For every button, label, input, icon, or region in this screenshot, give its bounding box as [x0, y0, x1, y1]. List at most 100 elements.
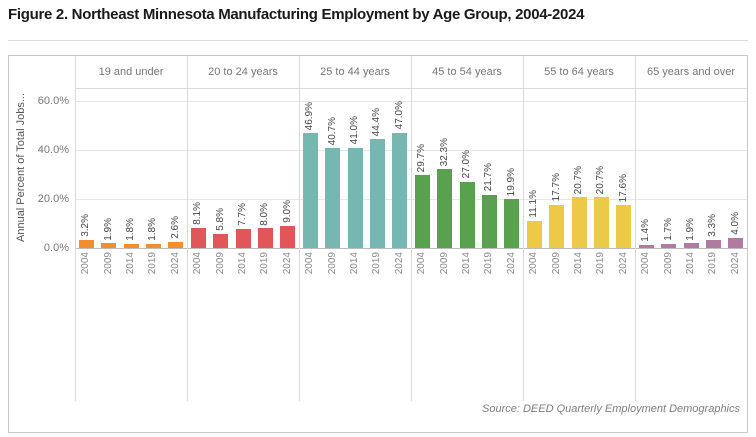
bar-value-label: 17.7% — [550, 173, 562, 202]
bar-slot: 8.1% — [187, 88, 209, 248]
x-tick-label: 2004 — [640, 252, 652, 275]
bar — [437, 168, 453, 248]
bar-slot: 1.4% — [635, 88, 657, 248]
year-slot: 2009 — [321, 248, 343, 286]
bar-slot: 44.4% — [366, 88, 388, 248]
pane-year-axis: 2004 2009 2014 2019 2024 — [523, 248, 635, 286]
bar-slot: 20.7% — [568, 88, 590, 248]
year-slot: 2024 — [277, 248, 299, 286]
x-tick-label: 2014 — [461, 252, 473, 275]
year-slot: 2014 — [232, 248, 254, 286]
bar-value-label: 41.0% — [349, 116, 361, 145]
x-tick-label: 2009 — [550, 252, 562, 275]
bar-value-label: 32.3% — [438, 137, 450, 166]
bar — [213, 233, 229, 248]
bar-value-label: 29.7% — [416, 143, 428, 173]
bar — [414, 175, 430, 248]
year-slot: 2019 — [254, 248, 276, 286]
bar-value-label: 40.7% — [326, 116, 338, 146]
bar — [369, 139, 385, 248]
bar-value-label: 3.2% — [80, 214, 92, 238]
bar — [504, 199, 520, 248]
bar — [123, 243, 139, 248]
x-tick-label: 2014 — [685, 252, 697, 275]
year-slot: 2024 — [613, 248, 635, 286]
title-divider — [8, 40, 748, 41]
year-slot: 2024 — [165, 248, 187, 286]
bar-slot: 17.6% — [613, 88, 635, 248]
bar — [728, 238, 744, 248]
bar — [235, 229, 251, 248]
year-slot: 2019 — [590, 248, 612, 286]
pane-header-55-to-64-years: 55 to 64 years — [544, 66, 614, 78]
pane-separator — [523, 56, 524, 401]
bar-slot: 17.7% — [545, 88, 567, 248]
bar-value-label: 2.6% — [169, 215, 181, 239]
bar-slot: 20.7% — [590, 88, 612, 248]
year-slot: 2004 — [299, 248, 321, 286]
bar-slot: 8.0% — [254, 88, 276, 248]
year-slot: 2009 — [433, 248, 455, 286]
bar-slot: 3.2% — [75, 88, 97, 248]
bar — [705, 239, 721, 248]
year-slot: 2019 — [702, 248, 724, 286]
pane-header-20-to-24-years: 20 to 24 years — [208, 66, 278, 78]
bar-value-label: 21.7% — [483, 163, 495, 192]
bar — [616, 204, 632, 248]
pane-19-and-under: 3.2% 1.9% 1.8% 1.8% 2.6% — [75, 88, 187, 248]
x-tick-label: 2019 — [259, 252, 271, 275]
bar-slot: 1.9% — [97, 88, 119, 248]
pane-20-to-24-years: 8.1% 5.8% 7.7% 8.0% 9.0% — [187, 88, 299, 248]
pane-year-axis: 2004 2009 2014 2019 2024 — [299, 248, 411, 286]
bar — [593, 197, 609, 248]
bar-slot: 9.0% — [277, 88, 299, 248]
x-tick-label: 2019 — [595, 252, 607, 275]
x-tick-label: 2004 — [304, 252, 316, 275]
bar — [145, 243, 161, 248]
bar-value-label: 20.7% — [573, 165, 585, 195]
bar-slot: 1.7% — [657, 88, 679, 248]
x-tick-label: 2004 — [416, 252, 428, 275]
pane-header-65-years-and-over: 65 years and over — [646, 66, 736, 78]
bar-slot: 29.7% — [411, 88, 433, 248]
bar — [325, 148, 341, 248]
x-tick-label: 2004 — [192, 252, 204, 275]
bar — [481, 194, 497, 248]
year-slot: 2004 — [75, 248, 97, 286]
x-tick-label: 2004 — [528, 252, 540, 275]
year-slot: 2009 — [209, 248, 231, 286]
pane-65-years-and-over: 1.4% 1.7% 1.9% 3.3% 4.0% — [635, 88, 747, 248]
bar-value-label: 1.4% — [640, 218, 652, 242]
x-tick-label: 2024 — [729, 252, 741, 275]
bar — [549, 204, 565, 248]
x-tick-label: 2014 — [237, 252, 249, 275]
pane-header-19-and-under: 19 and under — [98, 66, 164, 78]
bar-value-label: 19.9% — [505, 167, 517, 197]
bar-value-label: 1.8% — [125, 217, 137, 241]
bar — [190, 228, 206, 248]
year-slot: 2014 — [568, 248, 590, 286]
bar-slot: 41.0% — [344, 88, 366, 248]
year-slot: 2014 — [456, 248, 478, 286]
year-slot: 2004 — [635, 248, 657, 286]
bar-slot: 11.1% — [523, 88, 545, 248]
bar — [571, 197, 587, 248]
bar-value-label: 4.0% — [729, 212, 741, 236]
x-tick-label: 2009 — [214, 252, 226, 275]
x-tick-label: 2019 — [371, 252, 383, 275]
y-axis-title: Annual Percent of Total Jobs... — [15, 93, 27, 243]
bar-value-label: 1.7% — [662, 218, 674, 241]
bar — [257, 228, 273, 248]
year-slot: 2019 — [366, 248, 388, 286]
bar-slot: 1.9% — [680, 88, 702, 248]
pane-year-axis: 2004 2009 2014 2019 2024 — [635, 248, 747, 286]
bar — [347, 147, 363, 248]
year-slot: 2024 — [501, 248, 523, 286]
bar-value-label: 3.3% — [707, 214, 719, 237]
bar-value-label: 11.1% — [528, 190, 540, 218]
pane-separator — [75, 56, 76, 401]
year-slot: 2009 — [97, 248, 119, 286]
bar-value-label: 8.1% — [192, 202, 204, 226]
year-slot: 2024 — [389, 248, 411, 286]
